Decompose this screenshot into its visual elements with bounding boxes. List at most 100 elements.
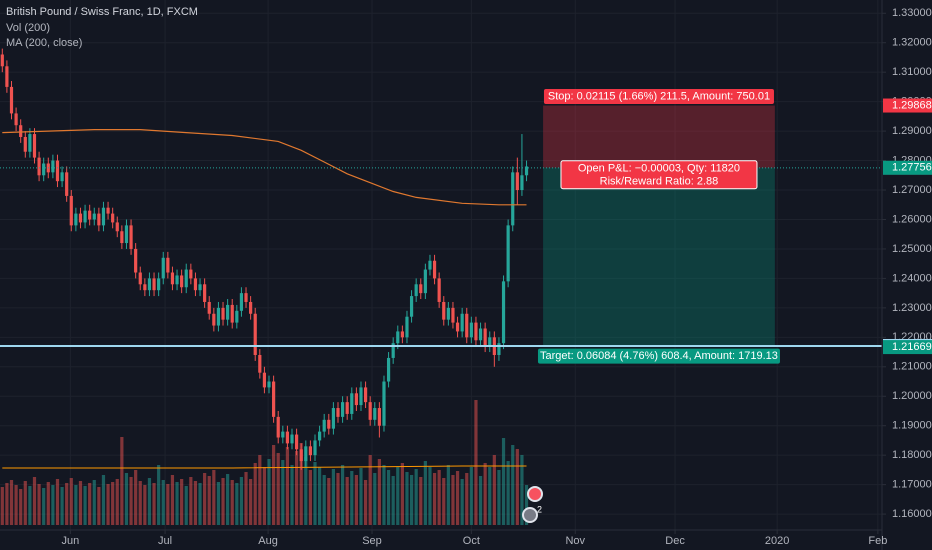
candle-body	[28, 134, 32, 152]
candle-body	[400, 331, 404, 338]
volume-bar	[244, 472, 248, 525]
volume-bar	[74, 485, 78, 525]
stop-label-box	[543, 89, 774, 105]
volume-bar	[120, 437, 124, 525]
position-tool	[543, 105, 775, 348]
volume-bar	[83, 486, 87, 525]
volume-bar	[106, 484, 110, 525]
candle-body	[267, 381, 271, 388]
candle-body	[350, 393, 354, 414]
candle-body	[515, 172, 519, 191]
volume-bar	[272, 445, 276, 525]
volume-bar	[414, 469, 418, 525]
volume-bar	[184, 486, 188, 525]
volume-bar	[524, 485, 529, 525]
volume-bar	[19, 489, 23, 525]
candle-body	[497, 343, 501, 356]
x-tick-label: Feb	[868, 535, 887, 547]
candle-body	[336, 408, 340, 417]
y-tick-label: 1.21000	[892, 361, 932, 373]
volume-bar	[465, 473, 469, 525]
candle-body	[345, 402, 349, 414]
volume-bar	[478, 476, 483, 525]
stop-zone	[543, 105, 775, 168]
price-badge-label: 1.27756	[892, 162, 932, 174]
volume-bar	[88, 483, 92, 525]
candle-body	[322, 419, 326, 432]
target-label-box	[537, 348, 780, 364]
candle-body	[101, 207, 106, 226]
candle-body	[226, 304, 230, 320]
volume-bar	[345, 477, 349, 525]
candle-body	[189, 269, 193, 279]
volume-bar	[55, 479, 60, 525]
price-badge	[883, 160, 932, 175]
volume-bar	[492, 455, 496, 525]
candle-body	[230, 304, 234, 323]
candle-body	[152, 278, 156, 291]
candle-body	[428, 260, 432, 270]
price-badge	[883, 98, 932, 113]
indicator-label: Vol (200)	[6, 22, 50, 34]
volume-bar	[143, 485, 147, 525]
volume-bar	[0, 487, 4, 525]
candle-body	[524, 166, 529, 176]
y-tick-label: 1.20000	[892, 390, 932, 402]
y-tick-label: 1.17000	[892, 479, 932, 491]
volume-bar	[460, 479, 464, 525]
candle-body	[207, 301, 211, 314]
candle-body	[488, 337, 492, 347]
overlays: Stop: 0.02115 (1.66%) 211.5, Amount: 750…	[0, 89, 882, 364]
volume-bar	[152, 483, 156, 525]
candle-body	[432, 260, 437, 279]
y-tick-label: 1.19000	[892, 420, 932, 432]
y-tick-label: 1.24000	[892, 272, 932, 284]
volume-bar	[207, 476, 211, 525]
volume-bar	[423, 461, 427, 525]
y-tick-label: 1.29000	[892, 125, 932, 137]
volume-bar	[428, 467, 432, 525]
candle-body	[244, 293, 248, 302]
volume-bar	[221, 478, 225, 525]
volume-bar	[69, 478, 73, 525]
volume-bar	[147, 478, 152, 525]
y-tick-label: 1.27000	[892, 184, 932, 196]
volume-bar	[382, 465, 386, 525]
volume-bar	[212, 470, 216, 525]
pnl-label: Open P&L: −0.00003, Qty: 11820	[578, 163, 740, 175]
candle-body	[37, 157, 41, 176]
stop-label: Stop: 0.02115 (1.66%) 211.5, Amount: 750…	[548, 90, 770, 102]
indicator-label: MA (200, close)	[6, 37, 82, 49]
x-tick-label: Jul	[158, 535, 172, 547]
candle-body	[239, 293, 244, 311]
volume-bar	[198, 483, 202, 525]
candle-body	[14, 113, 18, 126]
candle-body	[42, 163, 46, 176]
candle-body	[111, 213, 115, 223]
event-marker[interactable]	[527, 486, 543, 502]
x-tick-label: Oct	[463, 535, 480, 547]
volume-bar	[409, 475, 414, 525]
candle-body	[419, 284, 423, 294]
candle-body	[19, 125, 23, 137]
x-tick-label: Sep	[362, 535, 382, 547]
volume-pane	[0, 400, 529, 525]
candle-body	[317, 431, 322, 441]
candle-body	[5, 66, 9, 87]
volume-bar	[65, 483, 69, 525]
candle-body	[143, 284, 147, 291]
candle-body	[249, 301, 253, 314]
event-marker[interactable]	[522, 507, 538, 523]
volume-bar	[262, 467, 267, 525]
candle-body	[180, 275, 184, 288]
volume-bar	[129, 477, 133, 525]
volume-bar	[60, 487, 64, 525]
candle-body	[465, 313, 469, 338]
volume-bar	[313, 462, 317, 525]
volume-bar	[304, 457, 308, 525]
volume-bar	[216, 482, 221, 525]
volume-bar	[249, 479, 253, 525]
volume-bar	[157, 465, 161, 525]
volume-bar	[134, 470, 138, 525]
candle-body	[203, 284, 207, 302]
